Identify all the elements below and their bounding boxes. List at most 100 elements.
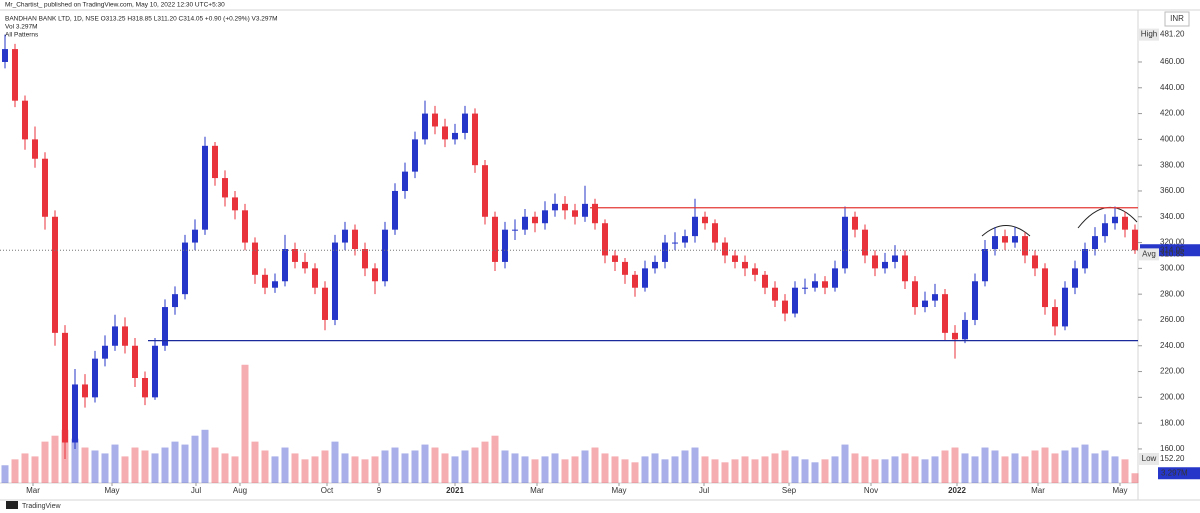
- y-tick-label: 460.00: [1160, 57, 1185, 66]
- candle-body: [692, 216, 698, 237]
- y-tick-label: 300.00: [1160, 263, 1185, 272]
- marker-name-box: [1139, 28, 1159, 41]
- volume-bar: [811, 462, 819, 483]
- volume-bar: [11, 459, 19, 483]
- volume-bar: [821, 459, 829, 483]
- candle-body: [202, 145, 208, 230]
- volume-bar: [511, 453, 519, 483]
- marker-name-box: [1139, 453, 1159, 466]
- candle-body: [842, 216, 848, 269]
- candle-body: [2, 49, 8, 62]
- candle-body: [722, 242, 728, 256]
- candle-body: [132, 345, 138, 379]
- x-tick-label: Mar: [26, 486, 40, 495]
- candle-body: [422, 113, 428, 140]
- volume-bar: [21, 453, 29, 483]
- y-tick-label: 200.00: [1160, 392, 1185, 401]
- candle-body: [782, 300, 788, 314]
- volume-bar: [961, 453, 969, 483]
- candle-body: [522, 216, 528, 230]
- candle-body: [622, 261, 628, 275]
- candle-body: [882, 261, 888, 269]
- pattern-arc: [981, 225, 1031, 237]
- volume-bar: [781, 450, 789, 483]
- candle-body: [1052, 307, 1058, 327]
- volume-bar: [521, 456, 529, 483]
- candle-body: [502, 229, 508, 262]
- volume-bar: [861, 456, 869, 483]
- volume-bar: [711, 459, 719, 483]
- x-tick-label: 9: [377, 486, 382, 495]
- candle-body: [852, 216, 858, 230]
- candle-body: [232, 197, 238, 211]
- candle-body: [1032, 255, 1038, 269]
- volume-bar: [161, 447, 169, 483]
- y-tick-label: 220.00: [1160, 367, 1185, 376]
- candle-body: [312, 268, 318, 288]
- candle-body: [822, 281, 828, 288]
- candle-body: [22, 100, 28, 140]
- volume-bar: [731, 459, 739, 483]
- candle-body: [12, 49, 18, 101]
- candle-body: [1012, 236, 1018, 243]
- volume-bar: [671, 456, 679, 483]
- volume-bar: [1041, 447, 1049, 483]
- volume-bar: [131, 447, 139, 483]
- volume-label-box: [1158, 467, 1200, 480]
- volume-bar: [1, 465, 9, 483]
- candle-body: [1112, 216, 1118, 224]
- candle-body: [402, 171, 408, 191]
- logo-mark: [6, 501, 18, 509]
- candle-body: [182, 242, 188, 295]
- candle-body: [342, 229, 348, 243]
- candle-body: [662, 242, 668, 262]
- volume-bar: [601, 453, 609, 483]
- candle-body: [912, 281, 918, 308]
- candle-body: [92, 358, 98, 398]
- candle-body: [432, 113, 438, 127]
- volume-bar: [701, 456, 709, 483]
- volume-bar: [411, 450, 419, 483]
- candle-body: [292, 249, 298, 262]
- volume-bar: [471, 447, 479, 483]
- candle-body: [752, 268, 758, 275]
- volume-legend: Vol 3.297M: [5, 24, 38, 31]
- volume-bar: [481, 441, 489, 483]
- volume-bar: [891, 456, 899, 483]
- volume-bar: [1061, 450, 1069, 483]
- candle-body: [792, 287, 798, 314]
- volume-bar: [321, 450, 329, 483]
- volume-bar: [911, 456, 919, 483]
- x-tick-label: Mar: [530, 486, 544, 495]
- volume-bar: [461, 450, 469, 483]
- volume-bar: [931, 456, 939, 483]
- candle-body: [302, 261, 308, 269]
- volume-bar: [491, 435, 499, 483]
- volume-bar: [831, 456, 839, 483]
- symbol-line: BANDHAN BANK LTD, 1D, NSE O313.25 H318.8…: [5, 16, 278, 23]
- volume-bar: [381, 450, 389, 483]
- volume-bar: [151, 453, 159, 483]
- volume-bar: [181, 444, 189, 483]
- candle-body: [552, 203, 558, 211]
- volume-bar: [431, 447, 439, 483]
- candle-body: [932, 294, 938, 301]
- candle-body: [122, 326, 128, 346]
- volume-bar: [261, 450, 269, 483]
- volume-bar: [991, 450, 999, 483]
- candle-body: [412, 139, 418, 172]
- candle-body: [1022, 236, 1028, 256]
- candle-body: [1072, 268, 1078, 288]
- x-tick-label: Aug: [233, 486, 247, 495]
- x-tick-label: Jul: [191, 486, 201, 495]
- volume-bar: [1111, 456, 1119, 483]
- candle-body: [652, 261, 658, 269]
- candle-body: [922, 300, 928, 308]
- candle-body: [982, 249, 988, 282]
- candle-body: [152, 345, 158, 398]
- currency-box: [1164, 11, 1190, 27]
- candle-body: [352, 229, 358, 250]
- volume-bar: [871, 459, 879, 483]
- candle-body: [682, 236, 688, 243]
